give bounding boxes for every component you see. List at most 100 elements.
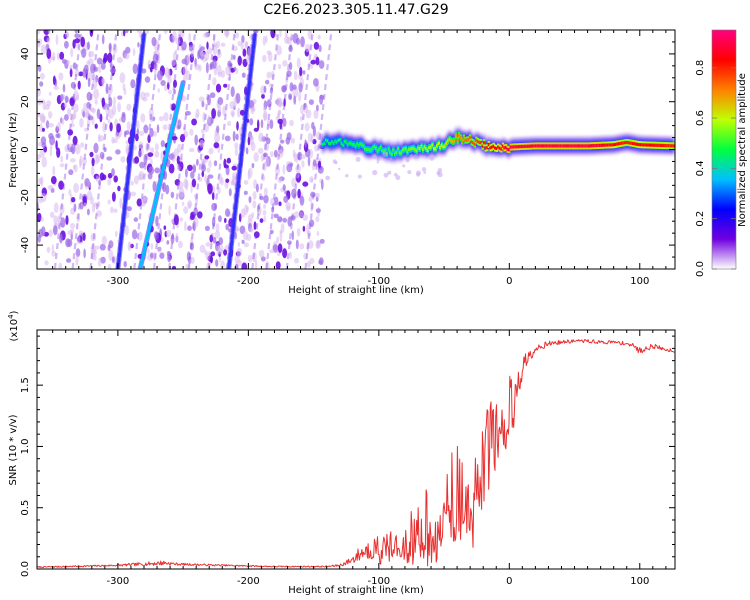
noise-speckle	[83, 202, 87, 207]
band-core	[461, 139, 464, 143]
band-core	[630, 141, 633, 145]
noise-speckle	[124, 53, 130, 60]
noise-speckle	[218, 237, 224, 245]
band-core	[323, 141, 326, 145]
noise-speckle	[199, 139, 205, 148]
noise-speckle	[243, 242, 250, 248]
x-tick-label: 0	[506, 276, 512, 287]
noise-speckle	[82, 157, 87, 165]
band-speckle	[409, 154, 413, 158]
noise-speckle	[98, 179, 101, 185]
band-core	[639, 143, 642, 147]
band-core	[567, 144, 570, 148]
band-core	[462, 136, 465, 140]
noise-speckle	[80, 36, 85, 48]
noise-speckle	[59, 203, 65, 215]
noise-speckle	[233, 66, 237, 71]
noise-speckle	[144, 76, 151, 83]
band-core	[448, 137, 451, 141]
band-core	[425, 147, 428, 151]
noise-speckle	[275, 165, 280, 176]
band-core	[659, 143, 663, 147]
band-core	[550, 144, 553, 148]
noise-speckle	[308, 99, 314, 105]
noise-speckle	[88, 51, 92, 58]
band-speckle	[436, 171, 441, 175]
noise-speckle	[181, 41, 187, 51]
noise-speckle	[247, 254, 253, 263]
noise-speckle	[78, 71, 84, 77]
band-core	[362, 144, 365, 148]
band-speckle	[382, 151, 388, 157]
noise-speckle	[150, 243, 154, 250]
band-core	[587, 144, 591, 148]
noise-speckle	[212, 44, 218, 55]
noise-speckle	[73, 103, 79, 113]
band-core	[625, 140, 628, 144]
noise-speckle	[37, 87, 42, 97]
noise-speckle	[73, 164, 78, 173]
noise-speckle	[202, 112, 206, 123]
noise-speckle	[223, 249, 228, 256]
noise-speckle	[210, 251, 216, 257]
band-core	[417, 146, 420, 150]
noise-speckle	[218, 215, 222, 223]
noise-speckle	[253, 231, 260, 239]
noise-speckle	[130, 79, 136, 89]
band-core	[464, 138, 467, 142]
band-core	[503, 146, 506, 150]
noise-speckle	[241, 239, 245, 244]
noise-speckle	[263, 106, 266, 112]
band-speckle	[415, 170, 422, 176]
noise-speckle	[232, 45, 238, 52]
noise-speckle	[209, 234, 213, 243]
noise-speckle	[144, 92, 150, 98]
noise-speckle	[147, 248, 150, 255]
band-core	[321, 142, 325, 147]
noise-speckle	[289, 162, 294, 167]
x-tick-label: -100	[367, 576, 390, 587]
noise-speckle	[62, 83, 66, 93]
band-core	[403, 147, 406, 151]
noise-speckle	[86, 208, 90, 216]
spectrogram-marks	[37, 30, 675, 269]
noise-speckle	[112, 43, 118, 55]
noise-speckle	[76, 94, 79, 101]
band-speckle	[395, 175, 401, 181]
band-speckle	[421, 167, 427, 172]
colorbar-label: Normalized spectral amplitude	[737, 73, 748, 227]
band-core	[633, 142, 636, 146]
noise-speckle	[120, 156, 126, 163]
noise-speckle	[72, 39, 76, 49]
band-core	[483, 141, 486, 145]
noise-speckle	[310, 201, 314, 212]
band-core	[456, 138, 459, 142]
band-core	[475, 138, 478, 142]
noise-speckle	[237, 55, 242, 66]
noise-speckle	[250, 141, 256, 152]
noise-speckle	[170, 191, 175, 199]
noise-speckle	[314, 144, 320, 152]
noise-speckle	[46, 48, 52, 60]
colorbar-tick-label: 0.2	[695, 211, 706, 227]
band-core	[398, 151, 401, 155]
band-core	[534, 144, 538, 148]
noise-speckle	[170, 59, 176, 67]
signal-band	[321, 126, 675, 164]
noise-speckle	[185, 70, 190, 81]
y-tick-label: 1.0	[20, 438, 31, 454]
noise-speckle	[77, 80, 81, 90]
noise-speckle	[124, 225, 129, 236]
noise-speckle	[221, 70, 225, 78]
noise-speckle	[115, 149, 121, 155]
noise-speckle	[223, 164, 229, 169]
noise-speckle	[177, 143, 182, 153]
noise-speckle	[315, 157, 319, 169]
band-core	[672, 144, 675, 148]
noise-speckle	[39, 72, 45, 80]
band-core	[628, 141, 631, 145]
band-core	[497, 145, 500, 149]
noise-speckle	[269, 119, 274, 130]
noise-speckle	[48, 123, 54, 128]
band-core	[539, 144, 542, 148]
